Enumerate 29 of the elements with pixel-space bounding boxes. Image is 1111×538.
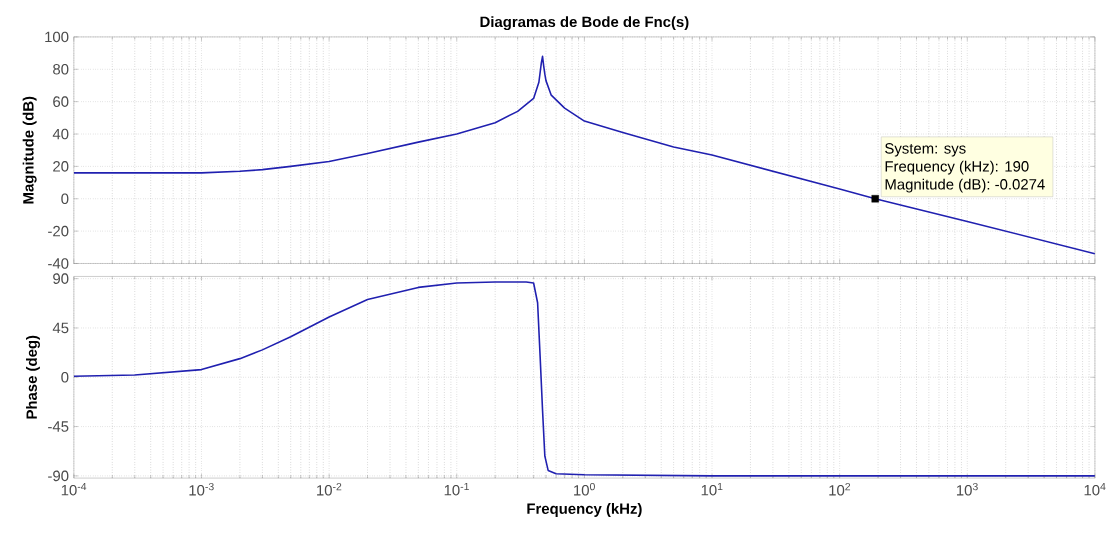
y-tick-label: 45 <box>52 322 69 334</box>
y-tick-label: 0 <box>61 193 69 205</box>
x-tick-label: 10$^{-4}$ <box>61 482 87 496</box>
y-tick-label: -40 <box>48 258 69 269</box>
y-axis-title: Magnitude (dB) <box>22 96 37 204</box>
x-tick-label: 10$^{-2}$ <box>317 482 342 496</box>
x-tick-label: 10$^{-1}$ <box>444 482 469 496</box>
x-tick-label: 10$^{4}$ <box>1084 482 1106 496</box>
y-tick-label: 60 <box>53 96 69 107</box>
y-tick-label: -90 <box>48 470 69 482</box>
annotation: Frequency (kHz): 190 <box>885 160 1029 175</box>
y-tick-label: 90 <box>53 273 69 284</box>
x-tick-label: 10$^{1}$ <box>701 482 723 496</box>
x-tick-label: 10$^{3}$ <box>956 482 978 496</box>
y-tick-label: 80 <box>53 64 69 75</box>
annotation: System: sys <box>885 143 966 157</box>
y-axis-title: Phase (deg) <box>26 335 40 419</box>
y-tick-label: -20 <box>48 225 69 237</box>
y-tick-label: -45 <box>48 421 69 432</box>
annotation: Magnitude (dB): -0.0274 <box>885 178 1045 193</box>
y-tick-label: 0 <box>61 372 69 383</box>
x-tick-label: 10$^{2}$ <box>829 482 851 496</box>
x-axis-title: Frequency (kHz) <box>527 503 642 517</box>
x-tick-label: 10$^{-3}$ <box>189 482 214 496</box>
x-tick-label: 10$^{0}$ <box>574 482 595 496</box>
y-tick-label: 100 <box>45 31 69 43</box>
chart-title: Diagramas de Bode de Fnc(s) <box>480 16 689 31</box>
y-tick-label: 20 <box>53 161 69 172</box>
y-tick-label: 40 <box>52 128 69 140</box>
